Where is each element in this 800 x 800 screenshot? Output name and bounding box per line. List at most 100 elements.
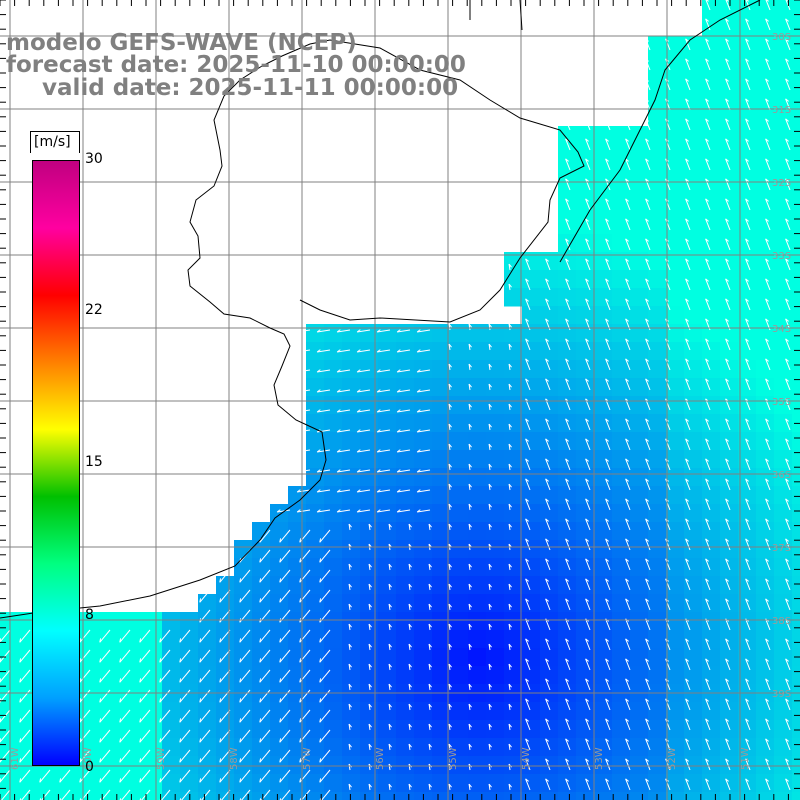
wind-arrow xyxy=(585,458,591,471)
wind-arrow-head xyxy=(99,718,102,723)
speed-cell xyxy=(180,774,199,793)
wind-arrow xyxy=(645,338,651,351)
speed-cell xyxy=(432,720,451,739)
wind-arrow-head xyxy=(219,698,222,703)
speed-cell xyxy=(648,198,667,217)
wind-arrow-head xyxy=(705,498,709,502)
wind-arrow-head xyxy=(139,798,142,800)
speed-cell xyxy=(630,666,649,685)
wind-arrow xyxy=(765,658,771,671)
wind-arrow-head xyxy=(396,509,401,513)
speed-cell xyxy=(252,576,271,595)
wind-arrow xyxy=(725,78,731,91)
speed-cell xyxy=(468,396,487,415)
title-valid-date: valid date: 2025-11-11 00:00:00 xyxy=(42,75,459,101)
wind-arrow-head xyxy=(348,723,352,728)
wind-arrow xyxy=(625,198,631,211)
wind-arrow-head xyxy=(685,598,689,602)
wind-arrow xyxy=(199,629,211,643)
wind-arrow-head xyxy=(585,558,589,562)
wind-arrow-head xyxy=(416,509,421,513)
wind-arrow xyxy=(665,498,671,511)
wind-arrow xyxy=(377,409,391,413)
wind-arrow xyxy=(765,198,771,211)
speed-cell xyxy=(306,432,325,451)
wind-arrow-head xyxy=(585,438,589,442)
speed-cell xyxy=(504,342,523,361)
wind-arrow xyxy=(219,589,231,603)
speed-cell xyxy=(558,360,577,379)
speed-cell xyxy=(18,738,37,757)
wind-arrow xyxy=(279,769,291,783)
speed-cell xyxy=(468,630,487,649)
speed-cell xyxy=(378,342,397,361)
wind-arrow-head xyxy=(525,498,529,502)
speed-cell xyxy=(0,738,19,757)
wind-arrow-head xyxy=(299,738,302,743)
wind-arrow-head xyxy=(545,438,549,442)
speed-cell xyxy=(342,666,361,685)
speed-cell xyxy=(630,630,649,649)
wind-arrow xyxy=(357,329,371,333)
wind-arrow-head xyxy=(508,323,512,328)
speed-cell xyxy=(684,162,703,181)
wind-arrow xyxy=(665,778,671,791)
wind-arrow xyxy=(765,98,771,111)
wind-arrow xyxy=(139,649,151,663)
speed-cell xyxy=(756,342,775,361)
longitude-label: 58W xyxy=(229,747,240,770)
speed-cell xyxy=(270,648,289,667)
speed-cell xyxy=(396,378,415,397)
wind-arrow-head xyxy=(705,298,709,302)
speed-cell xyxy=(792,594,800,613)
wind-arrow-head xyxy=(605,478,609,482)
speed-cell xyxy=(684,486,703,505)
wind-arrow-head xyxy=(219,638,222,643)
wind-arrow xyxy=(745,18,751,31)
wind-arrow-head xyxy=(279,698,282,703)
wind-arrow-head xyxy=(468,463,472,468)
speed-cell xyxy=(702,540,721,559)
wind-arrow xyxy=(565,458,571,471)
wind-arrow-head xyxy=(745,158,749,162)
speed-cell xyxy=(702,378,721,397)
wind-arrow-head xyxy=(525,278,529,282)
speed-cell xyxy=(144,774,163,793)
wind-arrow xyxy=(645,158,651,171)
wind-arrow-head xyxy=(259,558,262,563)
wind-arrow xyxy=(417,409,431,413)
speed-cell xyxy=(666,738,685,757)
speed-cell xyxy=(468,774,487,793)
wind-arrow-head xyxy=(765,698,769,702)
wind-arrow-head xyxy=(785,58,789,62)
speed-cell xyxy=(612,504,631,523)
wind-arrow-head xyxy=(725,258,729,262)
wind-arrow xyxy=(605,578,611,591)
latitude-label: 33S xyxy=(772,251,791,262)
wind-arrow xyxy=(79,709,91,723)
speed-cell xyxy=(576,486,595,505)
speed-cell xyxy=(666,342,685,361)
speed-cell xyxy=(756,288,775,307)
speed-cell xyxy=(216,612,235,631)
wind-arrow-head xyxy=(316,369,321,373)
wind-arrow-head xyxy=(39,798,42,800)
wind-arrow-head xyxy=(199,598,202,603)
wind-arrow xyxy=(745,778,751,791)
wind-arrow xyxy=(585,438,591,451)
speed-cell xyxy=(234,576,253,595)
speed-cell xyxy=(252,774,271,793)
wind-arrow-head xyxy=(468,363,472,368)
speed-cell xyxy=(630,252,649,271)
wind-arrow-head xyxy=(545,298,549,302)
wind-arrow-head xyxy=(468,423,472,428)
speed-cell xyxy=(306,540,325,559)
wind-arrow-head xyxy=(685,658,689,662)
wind-arrow-head xyxy=(765,758,769,762)
wind-arrow-head xyxy=(605,598,609,602)
speed-cell xyxy=(504,702,523,721)
wind-arrow-head xyxy=(765,478,769,482)
wind-arrow xyxy=(219,669,231,683)
speed-cell xyxy=(702,702,721,721)
speed-cell xyxy=(522,576,541,595)
